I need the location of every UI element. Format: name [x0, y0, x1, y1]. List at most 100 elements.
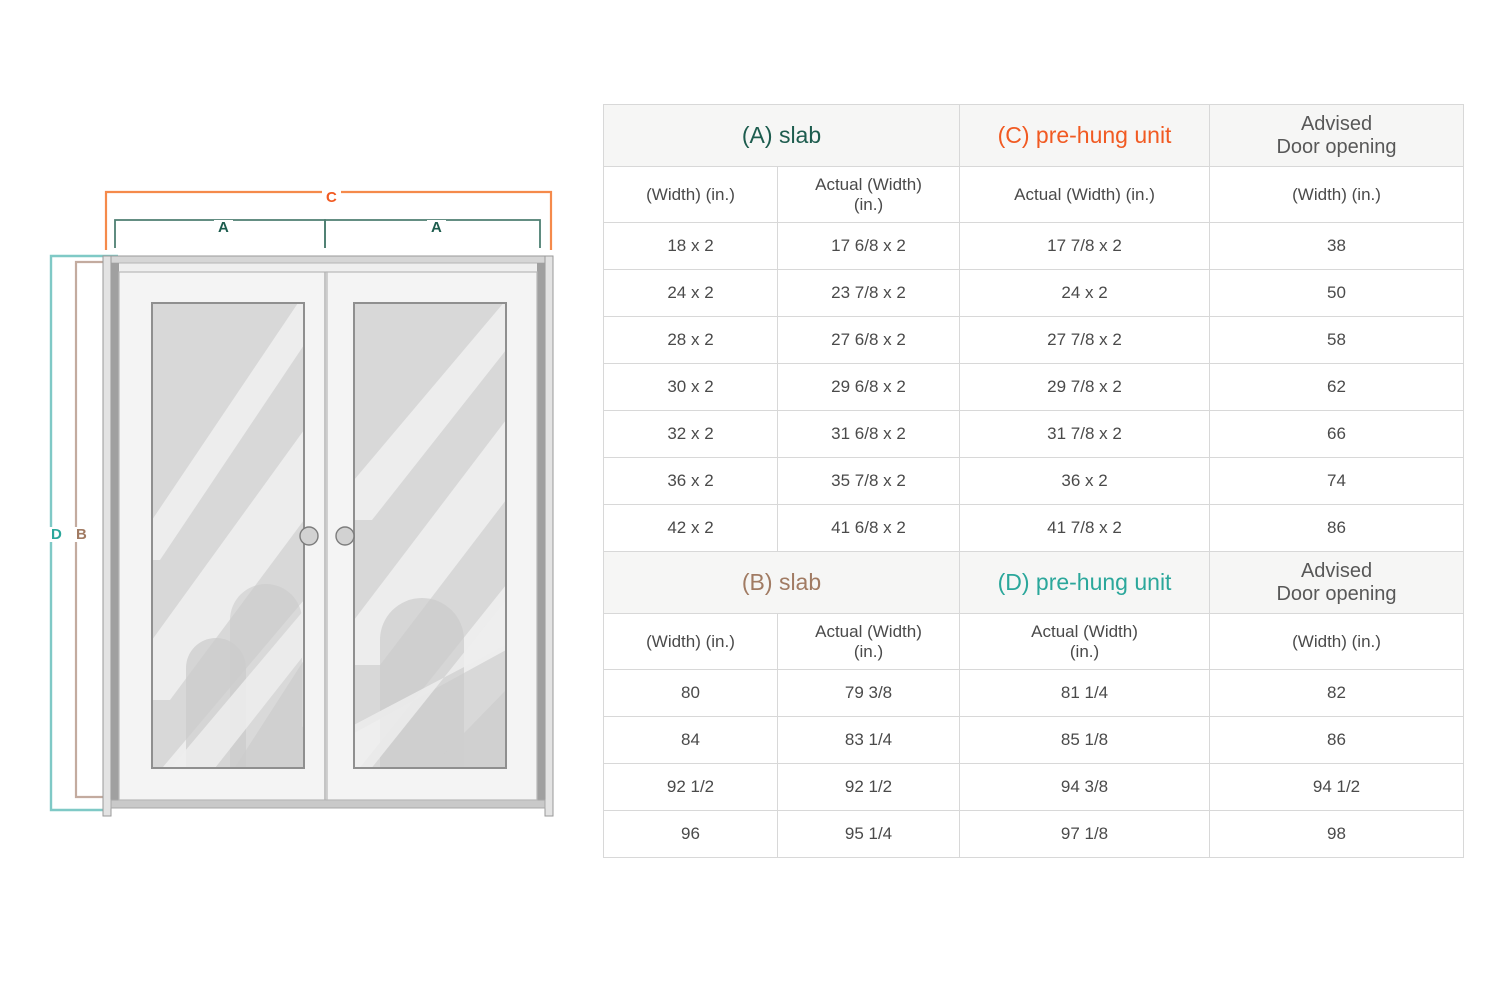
- table-row: 32 x 2 31 6/8 x 2 31 7/8 x 2 66: [603, 410, 1465, 458]
- table-cell: 92 1/2: [776, 763, 961, 811]
- table-cell: 84: [603, 716, 778, 764]
- table-row: 84 83 1/4 85 1/8 86: [603, 716, 1465, 764]
- table-cell: 74: [1209, 457, 1465, 505]
- table-cell: 17 7/8 x 2: [959, 222, 1211, 270]
- table-row: 18 x 2 17 6/8 x 2 17 7/8 x 2 38: [603, 222, 1465, 270]
- subheader-width-2: (Width) (in.): [1209, 166, 1465, 223]
- group-header-advised-opening-1: Advised Door opening: [1209, 104, 1465, 167]
- table-cell: 81 1/4: [959, 669, 1211, 717]
- dimension-label-c: C: [322, 190, 342, 205]
- table-cell: 62: [1209, 363, 1465, 411]
- table-row: 42 x 2 41 6/8 x 2 41 7/8 x 2 86: [603, 504, 1465, 552]
- table-row: 80 79 3/8 81 1/4 82: [603, 669, 1465, 717]
- table-cell: 28 x 2: [603, 316, 778, 364]
- door-dimension-diagram: C A A D B: [0, 0, 600, 1001]
- table-cell: 86: [1209, 716, 1465, 764]
- table-cell: 95 1/4: [776, 810, 961, 858]
- subheader-actual-width-2: Actual (Width) (in.): [959, 166, 1211, 223]
- group-header-d-prefix: (D): [997, 569, 1030, 595]
- table-cell: 17 6/8 x 2: [776, 222, 961, 270]
- table-cell: 18 x 2: [603, 222, 778, 270]
- right-glass-panel: [353, 302, 507, 769]
- advised-line2: Door opening: [1276, 135, 1397, 158]
- table-cell: 41 6/8 x 2: [776, 504, 961, 552]
- table-cell: 30 x 2: [603, 363, 778, 411]
- group-header-d-prehung: (D) pre-hung unit: [959, 551, 1211, 614]
- table-cell: 94 3/8: [959, 763, 1211, 811]
- table-row: 30 x 2 29 6/8 x 2 29 7/8 x 2 62: [603, 363, 1465, 411]
- subheader-width-1: (Width) (in.): [603, 613, 778, 670]
- width-table-body: 18 x 2 17 6/8 x 2 17 7/8 x 2 38 24 x 2 23 7/8…: [603, 222, 1465, 552]
- table-cell: 32 x 2: [603, 410, 778, 458]
- table-row: 92 1/2 92 1/2 94 3/8 94 1/2: [603, 763, 1465, 811]
- height-table-body: 80 79 3/8 81 1/4 82 84 83 1/4 85 1/8 86 92 1/2 92…: [603, 669, 1465, 858]
- table-cell: 36 x 2: [959, 457, 1211, 505]
- table-cell: 24 x 2: [603, 269, 778, 317]
- table-cell: 58: [1209, 316, 1465, 364]
- width-size-table: (A) slab (C) pre-hung unit Advised Door …: [602, 104, 1465, 552]
- table-cell: 79 3/8: [776, 669, 961, 717]
- table-sub-header-row: (Width) (in.) Actual (Width) (in.) Actua…: [603, 166, 1465, 223]
- height-size-table: (B) slab (D) pre-hung unit Advised Door …: [602, 551, 1465, 858]
- table-cell: 29 7/8 x 2: [959, 363, 1211, 411]
- table-cell: 96: [603, 810, 778, 858]
- subheader-actual2-line2: (in.): [1069, 641, 1100, 661]
- dimension-label-b: B: [72, 527, 92, 542]
- table-cell: 42 x 2: [603, 504, 778, 552]
- table-cell: 23 7/8 x 2: [776, 269, 961, 317]
- table-cell: 31 6/8 x 2: [776, 410, 961, 458]
- group-header-c-text: pre-hung unit: [1035, 122, 1172, 148]
- table-cell: 82: [1209, 669, 1465, 717]
- table-cell: 50: [1209, 269, 1465, 317]
- group-header-a-text: slab: [778, 122, 822, 148]
- group-header-a-slab: (A) slab: [602, 104, 961, 167]
- table-cell: 97 1/8: [959, 810, 1211, 858]
- left-glass-panel: [151, 302, 305, 769]
- table-cell: 36 x 2: [603, 457, 778, 505]
- advised-line2: Door opening: [1276, 582, 1397, 605]
- table-cell: 29 6/8 x 2: [776, 363, 961, 411]
- table-cell: 35 7/8 x 2: [776, 457, 961, 505]
- table-row: 96 95 1/4 97 1/8 98: [603, 810, 1465, 858]
- table-cell: 80: [603, 669, 778, 717]
- subheader-actual-line1: Actual (Width): [815, 174, 922, 194]
- subheader-width-1: (Width) (in.): [603, 166, 778, 223]
- subheader-actual-line1: Actual (Width): [815, 621, 922, 641]
- table-cell: 83 1/4: [776, 716, 961, 764]
- subheader-actual-line2: (in.): [853, 194, 884, 214]
- table-sub-header-row: (Width) (in.) Actual (Width) (in.) Actua…: [603, 613, 1465, 670]
- subheader-actual-width-2: Actual (Width) (in.): [959, 613, 1211, 670]
- table-cell: 41 7/8 x 2: [959, 504, 1211, 552]
- subheader-width-2: (Width) (in.): [1209, 613, 1465, 670]
- table-cell: 98: [1209, 810, 1465, 858]
- right-door-panel: [326, 271, 538, 801]
- door-size-tables: (A) slab (C) pre-hung unit Advised Door …: [602, 104, 1465, 858]
- left-door-knob: [299, 526, 319, 546]
- group-header-b-slab: (B) slab: [602, 551, 961, 614]
- advised-line1: Advised: [1300, 113, 1373, 136]
- subheader-actual-line2: (in.): [853, 641, 884, 661]
- table-cell: 92 1/2: [603, 763, 778, 811]
- table-row: 24 x 2 23 7/8 x 2 24 x 2 50: [603, 269, 1465, 317]
- table-group-header-row: (B) slab (D) pre-hung unit Advised Door …: [602, 551, 1465, 614]
- diagram-svg: [49, 190, 554, 817]
- table-cell: 66: [1209, 410, 1465, 458]
- table-cell: 38: [1209, 222, 1465, 270]
- group-header-advised-opening-2: Advised Door opening: [1209, 551, 1465, 614]
- dimension-label-d: D: [47, 527, 67, 542]
- table-cell: 85 1/8: [959, 716, 1211, 764]
- table-cell: 94 1/2: [1209, 763, 1465, 811]
- subheader-actual2-line1: Actual (Width): [1031, 621, 1138, 641]
- table-cell: 86: [1209, 504, 1465, 552]
- group-header-a-prefix: (A): [741, 122, 773, 148]
- group-header-d-text: pre-hung unit: [1035, 569, 1172, 595]
- table-row: 28 x 2 27 6/8 x 2 27 7/8 x 2 58: [603, 316, 1465, 364]
- group-header-c-prehung: (C) pre-hung unit: [959, 104, 1211, 167]
- table-group-header-row: (A) slab (C) pre-hung unit Advised Door …: [602, 104, 1465, 167]
- table-cell: 27 7/8 x 2: [959, 316, 1211, 364]
- left-door-panel: [118, 271, 328, 801]
- table-row: 36 x 2 35 7/8 x 2 36 x 2 74: [603, 457, 1465, 505]
- group-header-b-prefix: (B): [741, 569, 773, 595]
- subheader-actual-width-1: Actual (Width) (in.): [776, 613, 961, 670]
